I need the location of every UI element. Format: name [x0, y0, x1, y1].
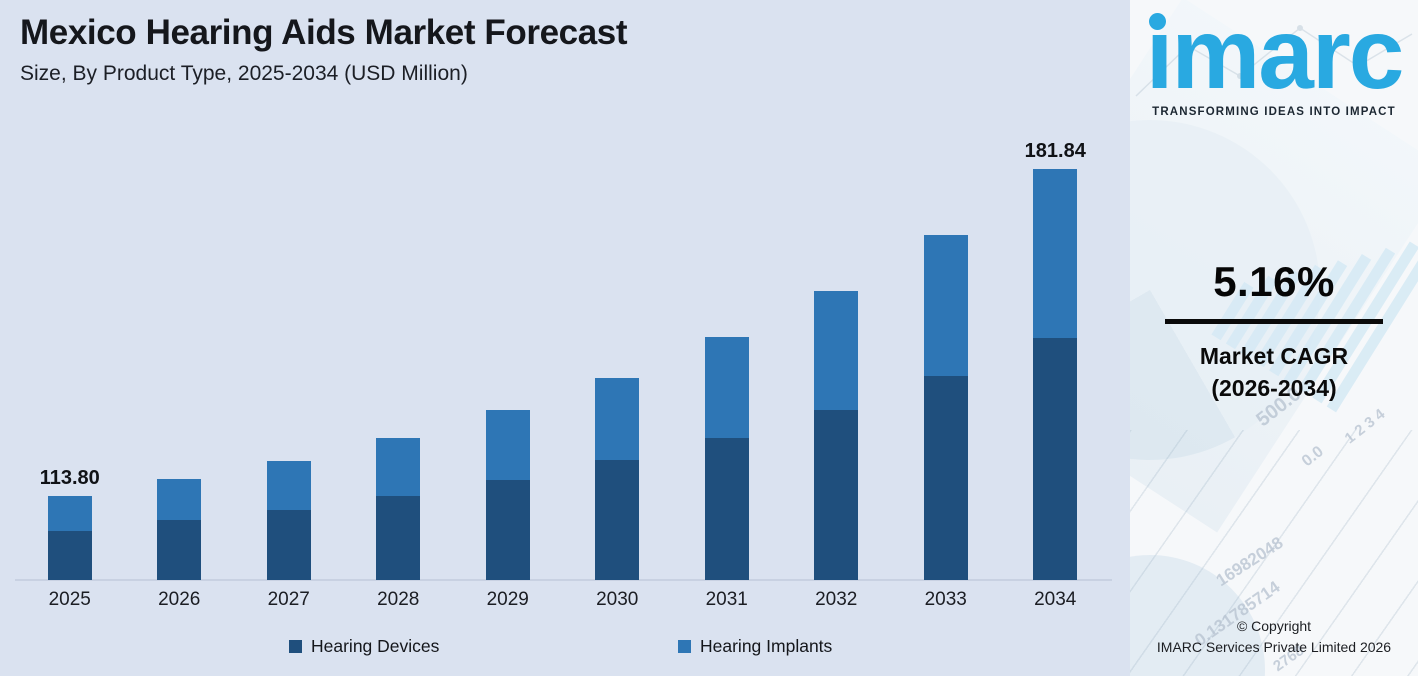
stacked-bar-2032	[814, 291, 859, 580]
bar-group-2026	[125, 0, 235, 580]
bar-segment-hearing-devices-2030	[595, 460, 640, 580]
legend-item-hearing-devices: Hearing Devices	[289, 636, 439, 657]
copyright-notice: © Copyright IMARC Services Private Limit…	[1130, 616, 1418, 657]
stacked-bar-2026	[157, 479, 202, 580]
bar-segment-hearing-implants-2034	[1033, 169, 1078, 338]
copyright-line1: © Copyright	[1236, 618, 1312, 635]
stacked-bar-2028	[376, 438, 421, 580]
x-axis-label-2026: 2026	[158, 589, 201, 610]
bar-group-2028	[344, 0, 454, 580]
stacked-bar-2033	[923, 235, 968, 580]
copyright-line2: IMARC Services Private Limited 2026	[1156, 638, 1392, 655]
bar-segment-hearing-devices-2031	[704, 438, 749, 580]
bar-segment-hearing-implants-2031	[704, 337, 749, 438]
bar-segment-hearing-implants-2033	[923, 235, 968, 376]
x-axis-label-2033: 2033	[924, 589, 967, 610]
x-axis-label-2034: 2034	[1034, 589, 1077, 610]
bar-value-label-2025: 113.80	[39, 467, 100, 489]
bar-group-2033	[891, 0, 1001, 580]
imarc-logo-block: ımarc TRANSFORMING IDEAS INTO IMPACT	[1130, 4, 1418, 118]
bar-segment-hearing-devices-2026	[157, 520, 202, 580]
bar-group-2029	[453, 0, 563, 580]
x-axis-label-2032: 2032	[815, 589, 858, 610]
bar-segment-hearing-devices-2034	[1033, 338, 1078, 580]
x-axis-labels: 2025 2026 2027 2028 2029 2030 2031 2032 2033 2034	[15, 589, 1110, 611]
bar-group-2032	[782, 0, 892, 580]
legend-swatch-icon	[289, 640, 302, 653]
legend-label: Hearing Implants	[700, 636, 833, 656]
bar-segment-hearing-devices-2029	[485, 480, 530, 580]
bar-group-2034: 181.84	[1001, 0, 1111, 580]
x-axis-label-2027: 2027	[267, 589, 310, 610]
plot-area: 113.80 181.84	[15, 0, 1110, 580]
bar-segment-hearing-implants-2027	[266, 461, 311, 510]
stacked-bar-2031	[704, 337, 749, 580]
x-axis-label-2030: 2030	[596, 589, 639, 610]
cagr-label-line1: Market CAGR	[1199, 343, 1349, 369]
bar-group-2027	[234, 0, 344, 580]
x-axis-line	[15, 579, 1112, 581]
bar-segment-hearing-implants-2028	[376, 438, 421, 496]
page-subtitle: Size, By Product Type, 2025-2034 (USD Mi…	[20, 61, 468, 85]
decor-line-chart-icon	[1135, 25, 1413, 97]
cagr-label-line2: (2026-2034)	[1211, 375, 1337, 402]
logo-tagline: TRANSFORMING IDEAS INTO IMPACT	[1152, 106, 1396, 118]
cagr-block: 5.16% Market CAGR (2026-2034)	[1130, 258, 1418, 404]
x-axis-label-2025: 2025	[48, 589, 91, 610]
page-title: Mexico Hearing Aids Market Forecast	[20, 13, 628, 52]
bar-segment-hearing-implants-2030	[595, 378, 640, 460]
legend-item-hearing-implants: Hearing Implants	[678, 636, 832, 657]
bar-group-2031	[672, 0, 782, 580]
stacked-bar-2027	[266, 461, 311, 580]
chart-legend: Hearing Devices Hearing Implants	[0, 636, 1130, 666]
stacked-bar-2025	[47, 496, 92, 580]
bar-segment-hearing-implants-2029	[485, 410, 530, 480]
x-axis-label-2029: 2029	[486, 589, 529, 610]
x-axis-label-2028: 2028	[377, 589, 420, 610]
bar-segment-hearing-devices-2032	[814, 410, 859, 580]
bar-segment-hearing-devices-2033	[923, 376, 968, 580]
bar-segment-hearing-implants-2026	[157, 479, 202, 520]
bar-value-label-2034: 181.84	[1024, 140, 1086, 162]
bar-segment-hearing-implants-2032	[814, 291, 859, 410]
stacked-bar-2034	[1033, 169, 1078, 580]
decor-grid-lines	[1130, 430, 1418, 676]
imarc-logo: ımarc	[1145, 0, 1405, 110]
imarc-logo-dot-icon	[1148, 13, 1166, 30]
bar-group-2025: 113.80	[15, 0, 125, 580]
chart-pane: Mexico Hearing Aids Market Forecast Size…	[0, 0, 1130, 666]
x-axis-label-2031: 2031	[705, 589, 748, 610]
stacked-bar-2030	[595, 378, 640, 580]
bar-segment-hearing-devices-2027	[266, 510, 311, 580]
sidebar-brand-panel: 500.0 0.0 1 2 3 4 16982048 0.131785714 2768 ı…	[1130, 0, 1418, 676]
stacked-bar-2029	[485, 410, 530, 580]
title-block: Mexico Hearing Aids Market Forecast Size…	[20, 13, 628, 86]
bar-segment-hearing-devices-2028	[376, 496, 421, 580]
bar-group-2030	[563, 0, 673, 580]
bar-segment-hearing-implants-2025	[47, 496, 92, 531]
bar-segment-hearing-devices-2025	[47, 531, 92, 580]
legend-label: Hearing Devices	[311, 636, 440, 656]
legend-swatch-icon	[678, 640, 691, 653]
cagr-divider	[1165, 319, 1383, 324]
cagr-value: 5.16%	[1213, 258, 1335, 305]
